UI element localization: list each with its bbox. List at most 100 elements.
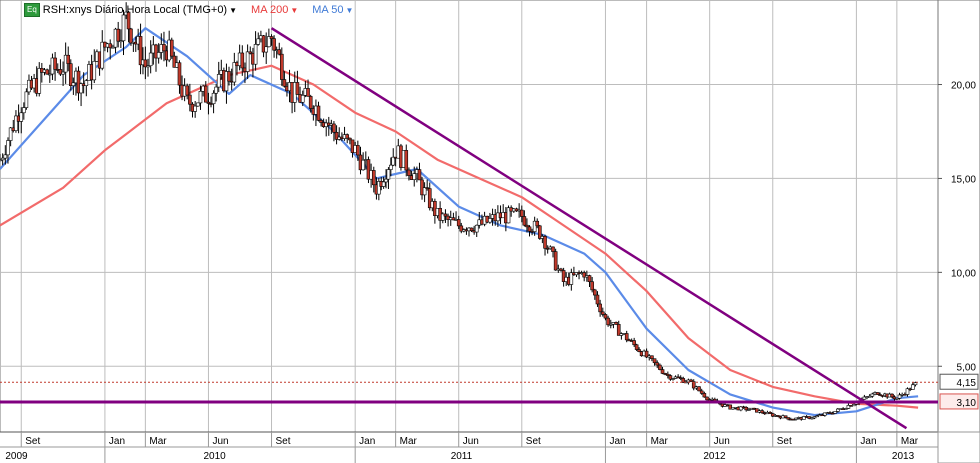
- candle-body: [913, 382, 918, 386]
- candle-body: [600, 311, 605, 315]
- candle-body: [211, 92, 216, 105]
- candle-body: [488, 218, 492, 223]
- candle-body: [587, 275, 592, 283]
- legend-ma50[interactable]: MA 50: [312, 4, 344, 16]
- candle-body: [593, 289, 597, 296]
- axis-corner: [937, 431, 980, 463]
- year-label: 2009: [5, 451, 28, 462]
- candle-body: [794, 417, 798, 420]
- candle-body: [47, 73, 52, 76]
- candle-body: [248, 51, 253, 54]
- candle-body: [319, 120, 323, 123]
- candle-body: [154, 44, 158, 59]
- month-tick-label: Jun: [212, 436, 228, 447]
- candle-body: [407, 169, 411, 176]
- candle-body: [870, 393, 875, 397]
- candle-body: [267, 36, 271, 48]
- candle-body: [823, 412, 827, 416]
- candle-body: [356, 145, 360, 156]
- candle-body: [22, 107, 26, 114]
- month-tick-label: Mar: [651, 436, 669, 447]
- candle-body: [843, 408, 848, 410]
- support-price-label: 3,10: [957, 398, 977, 409]
- month-tick-label: Jun: [714, 436, 730, 447]
- candle-body: [897, 394, 902, 399]
- candle-body: [169, 39, 174, 57]
- candle-body: [295, 82, 300, 95]
- candle-body: [53, 57, 57, 70]
- candle-body: [836, 408, 840, 412]
- candle-body: [527, 226, 532, 232]
- candle-body: [253, 44, 258, 65]
- candle-body: [634, 344, 639, 350]
- candle-body: [905, 388, 910, 395]
- chevron-down-icon[interactable]: ▼: [345, 5, 354, 15]
- candle-body: [216, 74, 221, 88]
- candle-body: [440, 213, 445, 221]
- candle-body: [366, 159, 371, 180]
- candle-body: [846, 405, 851, 409]
- legend-ma200[interactable]: MA 200: [251, 4, 289, 16]
- candle-body: [632, 340, 636, 346]
- candle-body: [84, 80, 89, 86]
- candle-body: [264, 46, 269, 53]
- month-tick-label: Mar: [400, 436, 418, 447]
- candle-body: [595, 294, 600, 305]
- candle-body: [689, 379, 693, 382]
- candle-body: [391, 156, 396, 166]
- candle-body: [188, 94, 192, 105]
- candle-body: [851, 404, 856, 407]
- candle-body: [474, 224, 479, 233]
- candle-body: [306, 88, 310, 97]
- y-tick-label: 15,00: [951, 174, 976, 185]
- candle-body: [744, 406, 748, 411]
- candle-body: [535, 220, 540, 227]
- equity-badge: Eq: [24, 3, 40, 17]
- candle-body: [644, 350, 649, 358]
- candle-body: [537, 225, 542, 239]
- candle-body: [606, 317, 610, 326]
- candle-body: [614, 322, 618, 325]
- y-tick-label: 10,00: [951, 268, 976, 279]
- candle-body: [862, 396, 867, 400]
- candle-body: [637, 349, 641, 353]
- candle-body: [156, 52, 161, 59]
- candle-body: [427, 188, 432, 209]
- candle-body: [316, 105, 321, 121]
- candle-body: [348, 137, 352, 141]
- candle-body: [569, 272, 574, 285]
- candle-body: [19, 112, 24, 122]
- candle-body: [172, 55, 177, 68]
- candle-body: [543, 236, 547, 249]
- candle-body: [232, 62, 237, 83]
- candle-body: [206, 101, 211, 104]
- candle-body: [768, 412, 772, 414]
- candle-body: [522, 216, 527, 226]
- candle-body: [6, 140, 10, 156]
- candle-body: [111, 46, 115, 49]
- candle-body: [422, 187, 427, 196]
- candle-body: [770, 413, 775, 417]
- candle-body: [890, 393, 894, 398]
- candle-body: [148, 52, 153, 67]
- candle-body: [240, 52, 245, 69]
- candle-body: [815, 415, 819, 418]
- candle-body: [456, 219, 461, 227]
- candle-body: [245, 51, 250, 72]
- chevron-down-icon[interactable]: ▼: [229, 5, 238, 15]
- candle-body: [100, 41, 105, 69]
- chevron-down-icon[interactable]: ▼: [290, 5, 299, 15]
- candle-body: [381, 181, 386, 187]
- ma50-line: [0, 27, 919, 417]
- candle-body: [650, 355, 654, 359]
- candle-body: [786, 417, 790, 420]
- candle-body: [532, 220, 537, 232]
- candle-body: [146, 65, 150, 68]
- legend-symbol[interactable]: RSH:xnys Diário Hora Local (TMG+0): [42, 4, 228, 16]
- candle-body: [895, 397, 899, 400]
- candle-body: [384, 178, 388, 183]
- candle-body: [138, 36, 143, 66]
- candle-body: [519, 209, 524, 217]
- candle-body: [300, 95, 305, 103]
